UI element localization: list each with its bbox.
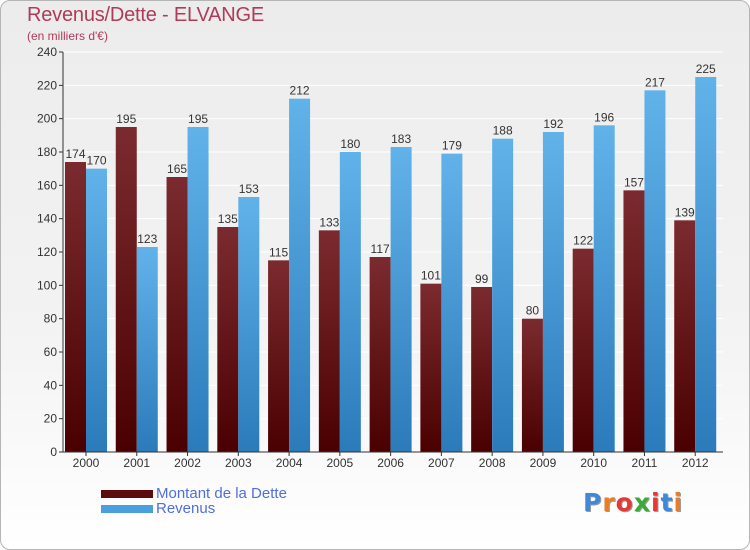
logo-letter: o — [615, 488, 634, 517]
x-tick-label: 2003 — [225, 456, 252, 470]
x-tick-label: 2009 — [530, 456, 557, 470]
debt-bar-label: 157 — [624, 175, 644, 189]
revenue-bar-label: 180 — [340, 137, 360, 151]
debt-bar-label: 133 — [319, 215, 339, 229]
bars — [65, 77, 717, 453]
debt-bar — [521, 318, 543, 452]
x-tick-label: 2007 — [428, 456, 455, 470]
x-tick-label: 2010 — [580, 456, 607, 470]
y-tick-label: 160 — [37, 178, 57, 192]
x-tick-label: 2011 — [632, 456, 658, 470]
revenue-bar — [492, 138, 514, 452]
logo-letter: x — [633, 488, 651, 517]
debt-bar — [318, 230, 340, 452]
legend-swatch-revenue — [101, 505, 153, 513]
revenue-bar — [644, 90, 666, 452]
revenue-bar — [593, 125, 615, 452]
logo-letter: P — [583, 488, 603, 517]
logo-letter: i — [673, 488, 684, 517]
x-tick-label: 2000 — [73, 456, 100, 470]
proxiti-logo: Proxiti — [583, 488, 683, 517]
debt-bar-label: 117 — [371, 242, 390, 256]
debt-bar — [674, 220, 696, 452]
revenue-bar — [136, 247, 158, 452]
revenue-bar-label: 217 — [645, 75, 665, 89]
debt-bar-label: 195 — [116, 112, 136, 126]
debt-bar-label: 122 — [573, 234, 593, 248]
x-tick-label: 2004 — [276, 456, 303, 470]
legend-label-debt: Montant de la Dette — [156, 485, 287, 502]
debt-bar — [369, 257, 391, 452]
x-tick-label: 2008 — [479, 456, 506, 470]
x-tick-label: 2006 — [377, 456, 404, 470]
revenue-bar-label: 225 — [696, 62, 716, 76]
x-tick-label: 2002 — [174, 456, 201, 470]
revenue-bar-label: 196 — [594, 110, 614, 124]
debt-bar — [471, 287, 493, 452]
revenue-bar-label: 188 — [493, 124, 513, 138]
debt-bar — [572, 248, 594, 452]
debt-bar-label: 99 — [475, 272, 489, 286]
revenue-bar — [339, 152, 361, 452]
axes: 0 20 40 60 80 100 120 140 160 180 200 220 240 2000 200… — [37, 45, 723, 470]
revenue-bar-label: 195 — [188, 112, 208, 126]
logo-letter: r — [602, 488, 616, 517]
logo-letter: t — [660, 488, 674, 517]
debt-bar — [166, 177, 188, 452]
logo-letter: i — [651, 488, 661, 517]
y-tick-label: 240 — [37, 45, 57, 59]
revenue-bar — [695, 77, 717, 452]
x-tick-label: 2012 — [682, 456, 709, 470]
y-tick-label: 80 — [44, 312, 58, 326]
debt-bar — [420, 283, 442, 452]
debt-bar — [268, 260, 290, 452]
legend-swatch-debt — [101, 490, 153, 498]
y-tick-label: 100 — [37, 278, 57, 292]
y-tick-label: 60 — [44, 345, 58, 359]
debt-bar-label: 135 — [218, 212, 238, 226]
chart-subtitle: (en milliers d'€) — [27, 29, 108, 43]
revenue-bar — [289, 98, 311, 453]
revenue-bar-label: 153 — [239, 182, 259, 196]
revenue-bar-label: 179 — [442, 139, 462, 153]
debt-bar — [115, 127, 137, 452]
revenue-bar — [542, 132, 564, 452]
debt-bar-label: 165 — [167, 162, 187, 176]
y-tick-label: 120 — [37, 245, 57, 259]
debt-bar — [217, 227, 239, 452]
y-tick-label: 220 — [37, 78, 57, 92]
y-tick-label: 140 — [37, 212, 57, 226]
revenue-bar — [390, 147, 412, 452]
revenue-bar-label: 192 — [543, 117, 563, 131]
revenue-bar — [441, 153, 463, 452]
debt-bar-label: 115 — [269, 245, 288, 259]
y-tick-label: 200 — [37, 112, 57, 126]
revenue-bar-label: 212 — [290, 84, 310, 98]
x-tick-label: 2005 — [326, 456, 353, 470]
chart-title: Revenus/Dette - ELVANGE — [27, 4, 264, 26]
y-tick-label: 180 — [37, 145, 57, 159]
debt-bar-label: 101 — [421, 269, 441, 283]
y-tick-label: 0 — [50, 445, 57, 459]
legend-label-revenue: Revenus — [156, 500, 216, 517]
debt-bar — [623, 190, 645, 453]
y-tick-label: 20 — [44, 412, 58, 426]
debt-bar-label: 80 — [526, 304, 540, 318]
debt-bar — [65, 162, 86, 452]
revenue-bar-label: 170 — [86, 154, 106, 168]
debt-bar-label: 174 — [65, 147, 85, 161]
revenue-bar-label: 183 — [391, 132, 411, 146]
y-tick-label: 40 — [44, 378, 58, 392]
revenue-bar — [187, 127, 209, 452]
revenue-bar — [86, 168, 107, 452]
debt-bar-label: 139 — [675, 205, 695, 219]
revenue-bar-label: 123 — [137, 232, 157, 246]
x-tick-label: 2001 — [123, 456, 150, 470]
revenue-bar — [238, 197, 260, 452]
data-labels: 174 170 195 123 165 195 135 153 115 212 133 180 117 1… — [65, 62, 716, 318]
